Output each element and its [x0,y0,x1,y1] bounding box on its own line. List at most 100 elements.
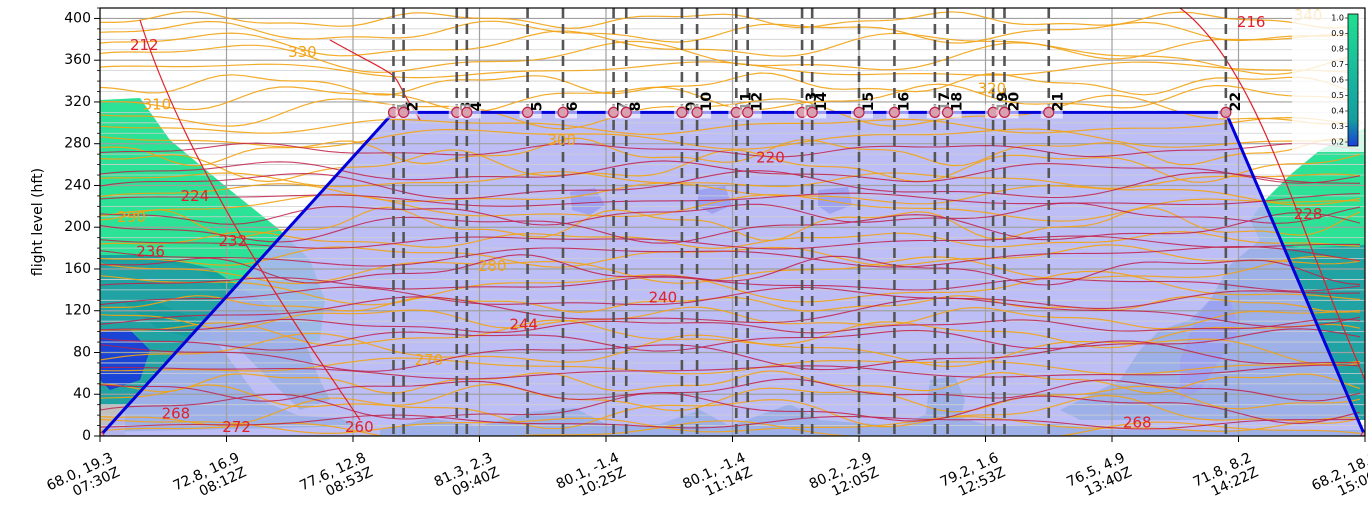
theta-contour-line [100,116,1361,136]
y-tick-label: 400 [64,10,91,26]
temperature-contour-label: 216 [1237,13,1266,31]
theta-contour-line [100,149,1361,183]
temperature-contour-line [100,245,1361,268]
y-tick-label: 80 [73,344,91,360]
waypoint-marker [461,106,473,118]
waypoint-label: 22 [1228,92,1244,111]
theta-contour-line [100,170,1361,189]
waypoint-marker [1220,106,1232,118]
colorbar-tick-label: 0.9 [1331,29,1344,38]
temperature-contour-line [100,328,1361,352]
theta-contour-line [100,270,1361,306]
y-tick-label: 320 [64,94,91,110]
y-axis-label: flight level (hft) [30,168,46,276]
theta-contour-line [100,20,1361,44]
x-tick-label: 68.2, 18.715:06Z [1309,450,1368,509]
y-tick-label: 200 [64,219,91,235]
colorbar-tick-label: 1.0 [1331,14,1344,23]
waypoint-marker [1360,431,1365,436]
waypoint-label: 5 [530,102,546,112]
colorbar-tick-label: 0.8 [1331,45,1344,54]
x-tick-label: 80.1, -1.410:25Z [554,450,629,508]
waypoint-marker [742,106,754,118]
theta-contour-label: 310 [143,95,172,113]
temperature-contour-line [100,235,1360,250]
waypoint-label: 4 [469,101,485,111]
temperature-contour-label: 244 [509,316,538,334]
temperature-contour-line [1179,8,1365,381]
theta-contour-label: 290 [117,208,146,226]
contour-lines [100,8,1365,436]
theta-contour-label: 300 [547,131,576,149]
temperature-contour-line [100,286,1361,309]
temperature-contour-line [100,414,1361,430]
temperature-contour-line [100,318,1361,334]
temperature-contour-line [100,296,1361,328]
temperature-contour-label: 236 [136,242,165,260]
theta-contour-line [100,383,1361,413]
temperature-contour-label: 272 [222,418,251,436]
flight-path: 12345678910111213141516171819202122 [100,92,1365,436]
theta-contour-line [100,40,1361,75]
y-tick-label: 40 [73,386,91,402]
x-tick-label: 76.5, 4.913:40Z [1064,450,1134,505]
x-tick-label: 80.1, -1.411:14Z [680,450,755,508]
temperature-contour-line [100,254,1361,286]
waypoint-label: 2 [406,102,422,112]
temperature-contour-line [100,142,1361,158]
cloud-region [1250,128,1365,250]
temperature-contour-label: 268 [162,404,191,422]
x-tick-label: 71.8, 8.214:22Z [1191,450,1261,505]
theta-contour-label: 270 [415,351,444,369]
temperature-contour-line [100,160,1361,184]
x-tick-label: 80.2, -2.912:05Z [807,450,882,507]
theta-contour-line [100,415,1361,435]
waypoint-label: 14 [814,92,830,112]
theta-contour-line [100,306,1361,330]
theta-contour-line [100,319,1361,349]
theta-contour-label: 330 [288,43,317,61]
waypoint-marker [1043,106,1055,118]
theta-contour-line [100,230,1361,250]
temperature-contour-label: 220 [756,148,785,166]
x-tick-label: 77.6, 12.808:53Z [297,450,375,509]
temperature-contour-label: 260 [345,418,374,436]
waypoint-marker [676,106,688,118]
x-tick-label: 68.0, 19.307:30Z [44,450,122,509]
temperature-contour-line [100,276,1361,292]
colorbar-tick-label: 0.6 [1331,76,1344,85]
theta-contour-line [100,182,1361,206]
theta-contour-line [100,394,1361,430]
colorbar: 1.0 0.9 0.8 0.7 0.6 0.5 0.4 0.3 0.2 [1292,10,1364,152]
theta-contour-line [100,72,1361,96]
waypoint-label: 18 [950,92,966,111]
waypoint-marker [557,106,569,118]
waypoint-marker [853,106,865,118]
theta-contour-line [100,420,1361,436]
colorbar-tick-label: 0.5 [1331,91,1344,100]
waypoint-label: 20 [1006,92,1022,112]
theta-contour-line [100,30,1361,60]
temperature-contour-label: 268 [1123,414,1152,432]
theta-contour-line [100,11,1361,29]
x-tick-label: 72.8, 16.908:12Z [171,450,249,509]
waypoint-marker [398,106,410,118]
waypoint-marker [998,106,1011,118]
temperature-contour-line [100,364,1361,380]
waypoint-marker [100,431,105,436]
theta-contour-line [100,61,1361,79]
temperature-contour-label: 224 [181,187,210,205]
y-tick-label: 120 [64,303,91,319]
temperature-contour-line [100,340,1361,372]
waypoint-label: 16 [896,92,912,111]
waypoint-label: 10 [699,92,715,112]
temperature-contour-line [100,202,1361,226]
cloud-region [100,330,150,390]
waypoint-marker [691,106,703,118]
temperature-contour-label: 212 [130,36,159,54]
theta-contour-line [100,206,1361,242]
waypoint-marker [806,106,818,118]
theta-contour-label: 280 [478,257,507,275]
temperature-contour-label: 232 [219,232,248,250]
